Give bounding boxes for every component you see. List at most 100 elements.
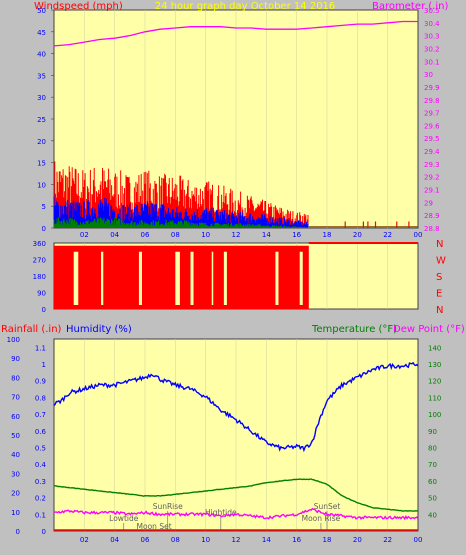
windspeed-axis-label: Windspeed (mph) — [34, 1, 123, 12]
barometer-tick-label: 29 — [424, 199, 433, 207]
direction-tick-label: 90 — [37, 290, 46, 298]
windspeed-tick-label: 35 — [37, 72, 46, 80]
humidity-tick-label: 90 — [11, 355, 20, 363]
barometer-tick-label: 29.7 — [424, 110, 440, 118]
windspeed-tick-label: 20 — [37, 138, 46, 146]
rainfall-tick-label: 1 — [42, 361, 46, 369]
humidity-tick-label: 100 — [7, 336, 20, 344]
compass-label: E — [436, 289, 442, 300]
humidity-tick-label: 50 — [11, 432, 20, 440]
rainfall-tick-label: 1.1 — [35, 344, 46, 352]
temperature-tick-label: 130 — [428, 361, 441, 369]
humidity-axis-label: Humidity (%) — [66, 324, 132, 335]
windspeed-tick-label: 25 — [37, 116, 46, 124]
temperature-x-tick-label: 14 — [262, 536, 271, 544]
rainfall-tick-label: 0 — [42, 528, 46, 536]
temperature-x-tick-label: 08 — [171, 536, 180, 544]
wind-x-tick-label: 04 — [110, 231, 119, 239]
windspeed-tick-label: 45 — [37, 29, 46, 37]
temperature-x-tick-label: 10 — [201, 536, 210, 544]
barometer-tick-label: 30.2 — [424, 45, 440, 53]
barometer-tick-label: 28.8 — [424, 225, 440, 233]
event-label: Moon Rise — [302, 514, 341, 523]
wind-x-tick-label: 02 — [80, 231, 89, 239]
temperature-x-tick-label: 22 — [383, 536, 392, 544]
barometer-tick-label: 29.5 — [424, 135, 440, 143]
barometer-tick-label: 30 — [424, 71, 433, 79]
rainfall-tick-label: 0.3 — [35, 478, 46, 486]
rainfall-tick-label: 0.8 — [35, 394, 46, 402]
wind-x-tick-label: 18 — [323, 231, 332, 239]
direction-tick-label: 360 — [33, 240, 46, 248]
temperature-x-tick-label: 12 — [232, 536, 241, 544]
wind-x-tick-label: 06 — [141, 231, 150, 239]
wind-calm-spikes — [344, 221, 410, 228]
humidity-tick-label: 30 — [11, 470, 20, 478]
windspeed-tick-label: 15 — [37, 160, 46, 168]
rainfall-tick-label: 0.6 — [35, 428, 47, 436]
humidity-tick-label: 40 — [11, 451, 20, 459]
wind-x-tick-label: 16 — [292, 231, 301, 239]
wind-x-tick-label: 22 — [383, 231, 392, 239]
rainfall-axis-label: Rainfall (.in) — [1, 324, 62, 335]
temperature-tick-label: 110 — [428, 394, 441, 402]
event-label: Hightide — [205, 508, 237, 517]
temperature-tick-label: 40 — [428, 511, 437, 519]
humidity-tick-label: 70 — [11, 394, 20, 402]
windspeed-tick-label: 0 — [42, 225, 46, 233]
compass-label: N — [436, 239, 443, 250]
temperature-x-tick-label: 18 — [323, 536, 332, 544]
humidity-line — [53, 361, 419, 453]
temperature-tick-label: 80 — [428, 445, 437, 453]
wind-x-tick-label: 08 — [171, 231, 180, 239]
temperature-tick-label: 100 — [428, 411, 441, 419]
barometer-tick-label: 29.6 — [424, 122, 440, 130]
direction-gap — [223, 251, 227, 305]
direction-tick-label: 0 — [42, 306, 46, 314]
compass-label: N — [436, 305, 443, 316]
dewpoint-axis-label: Dew Point (°F) — [393, 324, 465, 335]
temperature-x-tick-label: 02 — [80, 536, 89, 544]
direction-gap — [211, 251, 214, 305]
event-label: Moon Set — [137, 522, 172, 531]
temperature-x-tick-label: 16 — [292, 536, 301, 544]
compass-label: S — [436, 272, 442, 283]
compass-label: W — [436, 256, 446, 267]
event-label: SunRise — [153, 502, 183, 511]
direction-gap — [101, 251, 104, 305]
direction-area — [54, 245, 309, 309]
windspeed-tick-label: 10 — [37, 181, 46, 189]
barometer-tick-label: 29.9 — [424, 84, 440, 92]
windspeed-tick-label: 50 — [37, 7, 46, 15]
direction-gap — [190, 251, 194, 305]
temperature-tick-label: 90 — [428, 428, 437, 436]
barometer-tick-label: 30.5 — [424, 7, 440, 15]
windspeed-tick-label: 40 — [37, 51, 46, 59]
humidity-tick-label: 60 — [11, 413, 20, 421]
rainfall-tick-label: 0.9 — [35, 378, 46, 386]
rainfall-tick-label: 0.2 — [35, 495, 46, 503]
wind-series-gust_mid — [53, 196, 309, 228]
wind-series-wind_low — [53, 217, 309, 228]
windspeed-tick-label: 30 — [37, 94, 46, 102]
direction-gap — [299, 251, 303, 305]
direction-tick-label: 180 — [33, 273, 46, 281]
humidity-tick-label: 10 — [11, 509, 20, 517]
temperature-tick-label: 50 — [428, 495, 437, 503]
barometer-tick-label: 29.3 — [424, 161, 440, 169]
wind-x-tick-label: 10 — [201, 231, 210, 239]
wind-x-tick-label: 14 — [262, 231, 271, 239]
windspeed-tick-label: 5 — [42, 203, 46, 211]
barometer-tick-label: 29.8 — [424, 97, 440, 105]
barometer-tick-label: 29.2 — [424, 174, 440, 182]
barometer-axis-label: Barometer (.in) — [372, 1, 448, 12]
dewpoint-line — [53, 507, 419, 521]
chart-title: 24 hour graph day October 14 2016 — [155, 1, 336, 12]
barometer-tick-label: 28.9 — [424, 212, 440, 220]
event-label: SunSet — [314, 502, 341, 511]
direction-gap — [138, 251, 142, 305]
temperature-axis-label: Temperature (°F) — [311, 324, 397, 335]
humidity-tick-label: 0 — [16, 528, 20, 536]
direction-gap — [73, 251, 79, 305]
